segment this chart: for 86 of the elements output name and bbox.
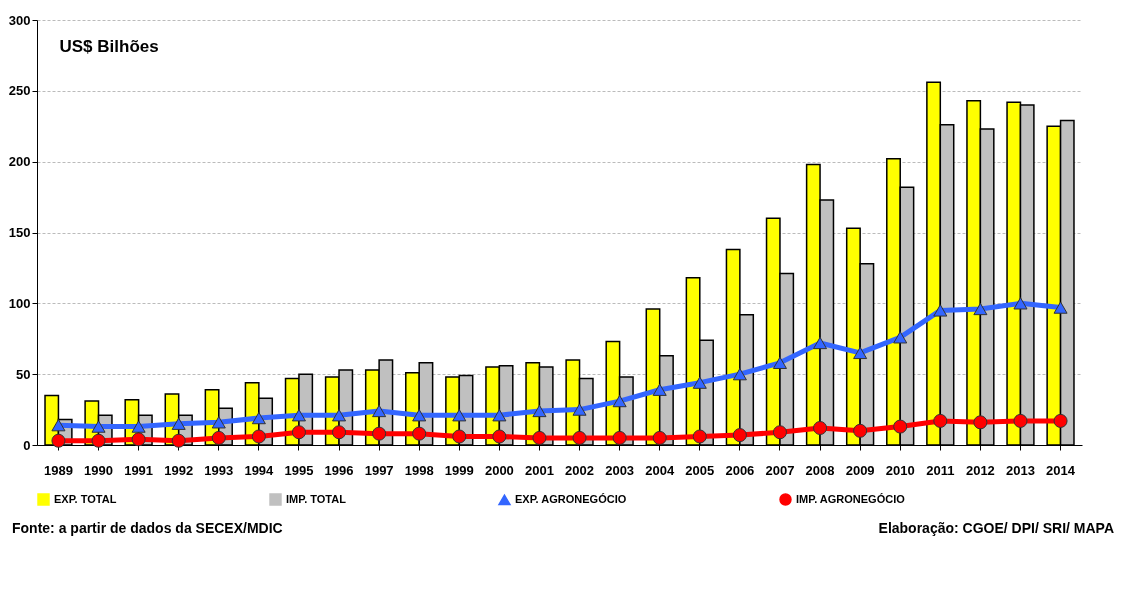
point xyxy=(1013,297,1028,310)
point xyxy=(853,423,868,438)
point xyxy=(572,430,587,445)
y-tick-label: 0 xyxy=(23,437,31,453)
x-tick-label: 2013 xyxy=(1006,462,1035,478)
x-tick-label: 1993 xyxy=(204,462,234,478)
legend-label: EXP. AGRONEGÓCIO xyxy=(515,492,627,505)
point xyxy=(933,304,948,317)
point xyxy=(532,404,547,418)
y-tick-label: 300 xyxy=(8,12,31,28)
x-tick-label: 2003 xyxy=(605,462,635,478)
text: Elaboração: CGOE/ DPI/ SRI/ MAPA xyxy=(878,520,1114,536)
y-tick-label: 200 xyxy=(8,154,31,170)
point xyxy=(973,415,988,430)
point xyxy=(372,404,387,418)
point xyxy=(412,409,427,422)
x-tick-label: 1999 xyxy=(444,462,474,478)
point xyxy=(492,409,507,422)
point xyxy=(732,428,747,443)
point xyxy=(412,426,427,441)
x-tick-label: 1994 xyxy=(244,462,275,478)
point xyxy=(291,409,306,422)
x-tick-label: 1995 xyxy=(284,462,314,478)
legend-label: EXP. TOTAL xyxy=(54,492,117,505)
x-tick-label: 1992 xyxy=(164,462,194,478)
point xyxy=(291,425,306,440)
point xyxy=(1013,413,1028,428)
x-tick-label: 1997 xyxy=(364,462,394,478)
x-tick-label: 2001 xyxy=(525,462,554,478)
point xyxy=(332,425,347,440)
point xyxy=(813,336,828,350)
point xyxy=(772,425,787,440)
point xyxy=(572,403,587,416)
point xyxy=(492,429,507,444)
point xyxy=(973,302,988,316)
point xyxy=(332,409,347,422)
point xyxy=(51,433,66,448)
x-tick-label: 2009 xyxy=(845,462,875,478)
point xyxy=(893,331,908,344)
point xyxy=(652,383,667,396)
x-tick-label: 2004 xyxy=(645,462,675,478)
x-tick-label: 2005 xyxy=(685,462,715,478)
x-tick-label: 2006 xyxy=(725,462,755,478)
legend-label: IMP. TOTAL xyxy=(286,492,347,505)
point xyxy=(452,409,467,422)
x-tick-label: 2012 xyxy=(965,462,995,478)
x-tick-label: 1991 xyxy=(124,462,154,478)
y-tick-label: 50 xyxy=(16,366,31,382)
x-tick-label: 1989 xyxy=(43,462,73,478)
x-tick-label: 2002 xyxy=(565,462,594,478)
x-tick-label: 2000 xyxy=(484,462,514,478)
point xyxy=(372,426,387,441)
point xyxy=(933,413,948,428)
y-axis-title: US$ Bilhões xyxy=(59,36,159,56)
point xyxy=(211,430,226,445)
point xyxy=(131,432,146,447)
y-tick-label: 100 xyxy=(8,295,31,311)
point xyxy=(612,394,627,408)
point xyxy=(452,429,467,444)
point xyxy=(813,420,828,436)
point xyxy=(251,429,266,444)
x-tick-label: 2008 xyxy=(805,462,835,478)
point xyxy=(692,429,707,444)
y-tick-label: 250 xyxy=(8,83,31,99)
x-tick-label: 2010 xyxy=(885,462,915,478)
x-tick-label: 1990 xyxy=(84,462,113,478)
point xyxy=(692,376,707,389)
point xyxy=(91,433,106,448)
point xyxy=(532,430,547,445)
x-tick-label: 2014 xyxy=(1046,462,1076,478)
point xyxy=(612,430,627,445)
x-tick-label: 2011 xyxy=(926,462,955,478)
point xyxy=(772,356,787,369)
point xyxy=(1053,413,1068,428)
point xyxy=(652,430,667,445)
legend-label: IMP. AGRONEGÓCIO xyxy=(796,492,906,505)
source-note: Fonte: a partir de dados da SECEX/MDIC xyxy=(12,520,283,536)
point xyxy=(171,433,186,448)
y-tick-label: 150 xyxy=(8,225,31,240)
point xyxy=(732,368,747,381)
x-tick-label: 2007 xyxy=(765,462,795,478)
x-tick-label: 1998 xyxy=(404,462,434,478)
x-tick-label: 1996 xyxy=(324,462,354,478)
point xyxy=(1053,301,1068,314)
point xyxy=(893,419,908,434)
point xyxy=(853,346,868,360)
